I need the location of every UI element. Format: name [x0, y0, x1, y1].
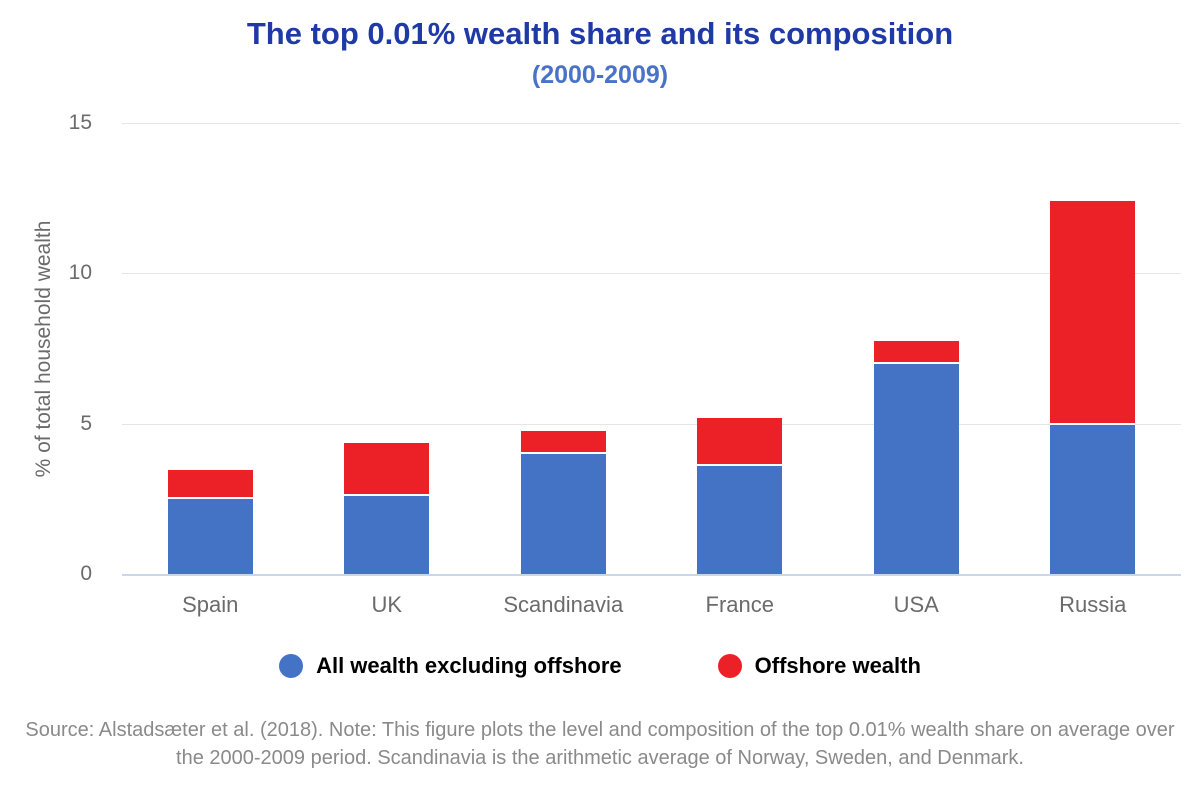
chart-subtitle: (2000-2009): [531, 61, 669, 89]
x-label-uk: UK: [371, 592, 403, 617]
bar-uk-all-wealth-excluding-offshore[interactable]: [344, 495, 430, 574]
bar-russia-all-wealth-excluding-offshore[interactable]: [1050, 425, 1136, 574]
legend: All wealth excluding offshore Offshore w…: [0, 650, 1200, 682]
legend-label: All wealth excluding offshore: [316, 653, 622, 678]
y-tick-label-0: 0: [80, 562, 92, 585]
bar-spain-all-wealth-excluding-offshore[interactable]: [167, 498, 253, 574]
blue-circle-marker-icon: [279, 654, 304, 678]
x-label-scandinavia: Scandinavia: [503, 592, 624, 617]
y-tick-label-15: 15: [68, 111, 92, 134]
source-note-line-1: Source: Alstadsæter et al. (2018). Note:…: [25, 719, 1175, 741]
red-circle-marker-icon: [717, 654, 742, 678]
source-note-line-2: the 2000-2009 period. Scandinavia is the…: [176, 747, 1024, 769]
x-label-russia: Russia: [1059, 592, 1127, 617]
legend-label: Offshore wealth: [754, 653, 921, 678]
x-axis-baseline: [122, 574, 1181, 576]
gridline-y-15: [122, 123, 1181, 124]
gridline-y-10: [122, 273, 1181, 274]
bar-uk-offshore-wealth[interactable]: [344, 443, 430, 496]
bar-russia-offshore-wealth[interactable]: [1050, 201, 1136, 426]
legend-item-all-wealth-excluding-offshore[interactable]: All wealth excluding offshore: [279, 653, 622, 679]
chart-title: The top 0.01% wealth share and its compo…: [246, 16, 954, 51]
bar-scandinavia-all-wealth-excluding-offshore[interactable]: [520, 453, 606, 574]
x-label-spain: Spain: [182, 592, 239, 617]
bar-scandinavia-offshore-wealth[interactable]: [520, 431, 606, 454]
bar-usa-all-wealth-excluding-offshore[interactable]: [873, 363, 959, 574]
bar-spain-offshore-wealth[interactable]: [167, 470, 253, 499]
bar-france-offshore-wealth[interactable]: [697, 417, 783, 466]
bar-usa-offshore-wealth[interactable]: [873, 340, 959, 364]
bar-france-all-wealth-excluding-offshore[interactable]: [697, 465, 783, 574]
x-label-usa: USA: [893, 592, 939, 617]
x-label-france: France: [705, 592, 774, 617]
y-tick-label-10: 10: [68, 261, 92, 284]
legend-item-offshore-wealth[interactable]: Offshore wealth: [717, 653, 921, 679]
gridline-y-5: [122, 424, 1181, 425]
y-tick-label-5: 5: [80, 412, 92, 435]
